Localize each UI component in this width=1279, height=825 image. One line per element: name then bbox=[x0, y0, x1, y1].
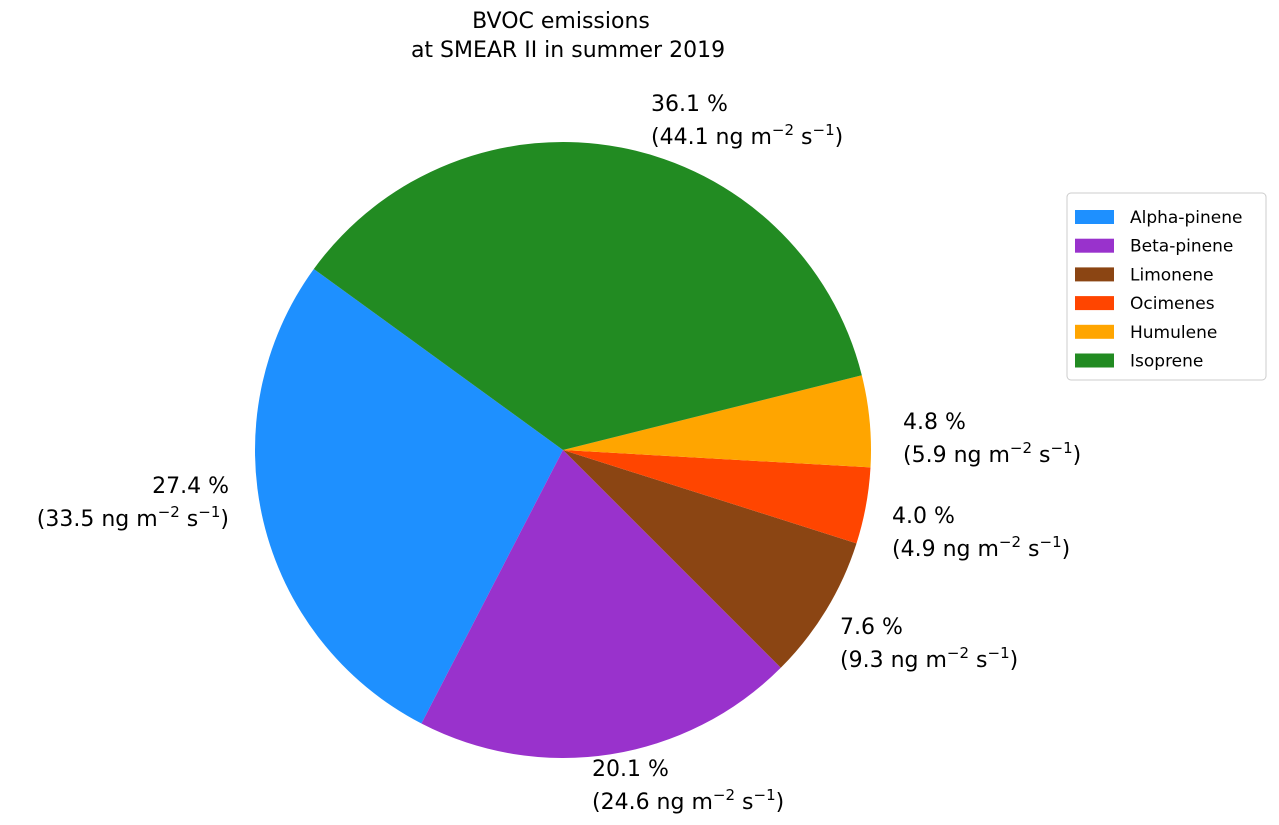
legend-swatch-limonene bbox=[1075, 267, 1114, 282]
slice-percent-label: 20.1 % bbox=[592, 757, 669, 782]
slice-value-label: (4.9 ng m−2 s−1) bbox=[892, 533, 1070, 562]
slice-value-label: (33.5 ng m−2 s−1) bbox=[37, 503, 229, 532]
legend: Alpha-pinene Beta-pinene Limonene Ocimenes H… bbox=[1066, 192, 1267, 381]
legend-label-ocimenes: Ocimenes bbox=[1130, 294, 1215, 314]
pie-slice-ocimenes bbox=[563, 450, 871, 544]
pie-slice-limonene bbox=[563, 450, 857, 668]
legend-swatch-isoprene bbox=[1075, 353, 1114, 368]
slice-percent-label: 36.1 % bbox=[651, 92, 728, 117]
slice-value-label: (24.6 ng m−2 s−1) bbox=[592, 786, 784, 815]
legend-label-isoprene: Isoprene bbox=[1130, 352, 1203, 372]
legend-label-limonene: Limonene bbox=[1130, 265, 1214, 285]
slice-percent-label: 27.4 % bbox=[152, 474, 229, 499]
pie-slice-humulene bbox=[563, 375, 872, 468]
pie-slices bbox=[254, 141, 872, 759]
legend-label-humulene: Humulene bbox=[1130, 323, 1217, 343]
legend-box bbox=[1066, 192, 1267, 381]
legend-label-alpha-pinene: Alpha-pinene bbox=[1130, 208, 1242, 228]
legend-swatch-humulene bbox=[1075, 324, 1114, 339]
chart-title-line-2: at SMEAR II in summer 2019 bbox=[411, 38, 725, 63]
slice-value-label: (5.9 ng m−2 s−1) bbox=[903, 439, 1081, 468]
slice-percent-label: 7.6 % bbox=[840, 615, 903, 640]
slice-value-label: (9.3 ng m−2 s−1) bbox=[840, 644, 1018, 673]
slice-value-label: (44.1 ng m−2 s−1) bbox=[651, 121, 843, 150]
legend-swatch-ocimenes bbox=[1075, 296, 1114, 311]
slice-percent-label: 4.0 % bbox=[892, 504, 955, 529]
legend-swatch-beta-pinene bbox=[1075, 238, 1114, 253]
slice-percent-label: 4.8 % bbox=[903, 410, 966, 435]
chart-title-line-1: BVOC emissions bbox=[472, 9, 650, 34]
slice-labels: 27.4 % (33.5 ng m−2 s−1) 20.1 % (24.6 ng m−… bbox=[37, 92, 1081, 815]
pie-slice-isoprene bbox=[313, 141, 862, 450]
chart-title: BVOC emissions at SMEAR II in summer 201… bbox=[411, 9, 725, 63]
legend-label-beta-pinene: Beta-pinene bbox=[1130, 237, 1233, 257]
pie-slice-alpha-pinene bbox=[254, 268, 563, 724]
legend-swatch-alpha-pinene bbox=[1075, 210, 1114, 224]
pie-slice-beta-pinene bbox=[421, 450, 781, 759]
